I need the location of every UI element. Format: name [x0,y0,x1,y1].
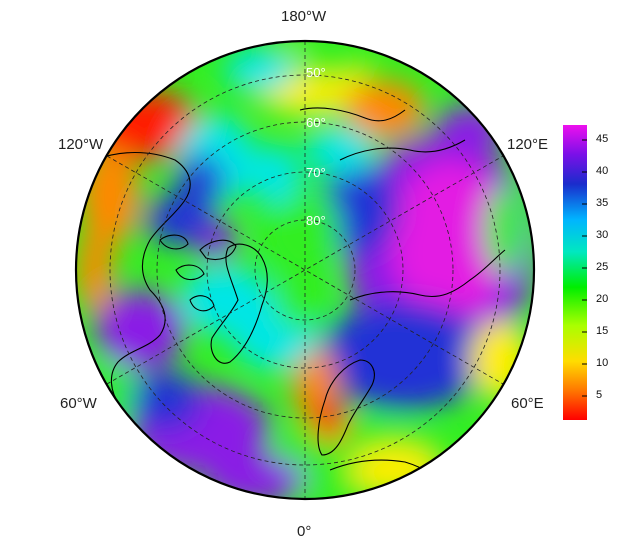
data-field [76,41,534,499]
colorbar-label-15: 15 [596,325,609,337]
lon-label-bottom: 0° [297,523,312,540]
lat-label-70: 70° [306,165,326,180]
colorbar-label-40: 40 [596,165,609,177]
graticule [106,41,504,499]
lon-label-lower-right: 60°E [511,395,544,412]
colorbar-label-25: 25 [596,261,609,273]
colorbar [563,125,587,420]
lon-label-upper-left: 120°W [58,136,104,153]
lat-label-60: 60° [306,115,326,130]
lat-label-50: 50° [306,65,326,80]
lat-label-80: 80° [306,213,326,228]
colorbar-label-5: 5 [596,389,603,401]
colorbar-label-30: 30 [596,229,609,241]
lon-label-lower-left: 60°W [60,395,97,412]
lon-label-upper-right: 120°E [507,136,549,153]
colorbar-label-20: 20 [596,293,609,305]
colorbar-ticks [582,139,587,397]
lon-label-top: 180°W [281,8,327,25]
colorbar-label-10: 10 [596,357,609,369]
colorbar-label-45: 45 [596,133,609,145]
map-border [74,39,536,501]
colorbar-label-35: 35 [596,197,609,209]
